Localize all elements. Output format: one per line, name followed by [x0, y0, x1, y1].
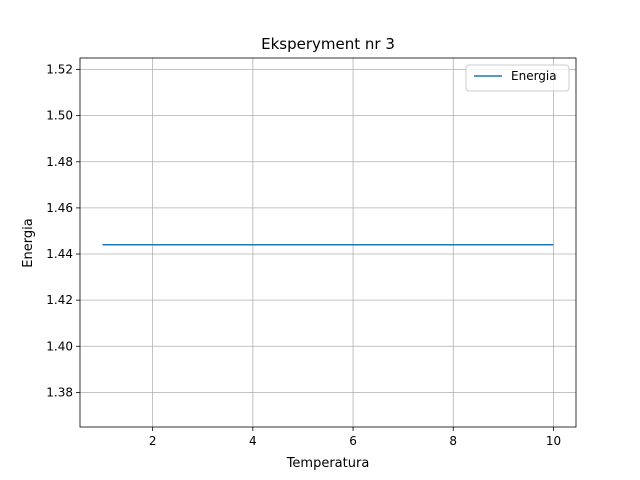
x-tick-label: 2 [149, 434, 157, 448]
y-tick-label: 1.40 [46, 339, 73, 353]
grid [80, 58, 576, 427]
y-tick-label: 1.46 [46, 201, 73, 215]
legend-box [465, 64, 570, 92]
y-tick-label: 1.42 [46, 293, 73, 307]
legend-label: Energia [511, 69, 557, 83]
y-tick-label: 1.48 [46, 155, 73, 169]
x-tick-label: 6 [349, 434, 357, 448]
y-axis-label: Energia [21, 218, 36, 267]
x-tick-label: 4 [249, 434, 257, 448]
legend: Energia [465, 64, 570, 92]
y-tick-label: 1.44 [46, 247, 73, 261]
chart-title: Eksperyment nr 3 [261, 35, 395, 53]
ticks: 2 4 6 8 10 1.38 1.40 1.42 1.44 1.46 1.48 1.50 1.52 [46, 63, 561, 448]
x-tick-label: 10 [546, 434, 561, 448]
y-tick-label: 1.38 [46, 385, 73, 399]
x-tick-label: 8 [449, 434, 457, 448]
plot-area-frame [79, 57, 577, 428]
y-tick-label: 1.52 [46, 63, 73, 77]
y-tick-label: 1.50 [46, 109, 73, 123]
x-axis-label: Temperatura [286, 456, 370, 471]
